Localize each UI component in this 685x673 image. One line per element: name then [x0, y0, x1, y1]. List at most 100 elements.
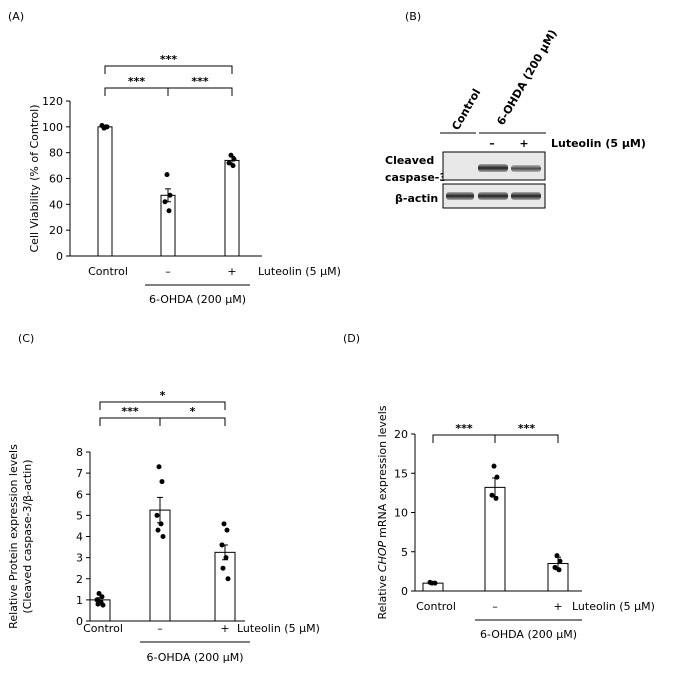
data-point: [99, 123, 105, 129]
data-point: [166, 208, 172, 214]
bar: [160, 194, 176, 257]
data-point: [160, 534, 166, 539]
data-point: [219, 542, 225, 548]
lane-label: 6-OHDA (200 μM): [494, 27, 559, 127]
y-axis-label: (Cleaved caspase-3/β-actin): [21, 459, 34, 613]
y-axis-label: Relative CHOP mRNA expression levels: [376, 405, 389, 619]
data-point: [427, 579, 433, 585]
data-point: [554, 553, 560, 559]
y-tick-label: 0: [56, 250, 63, 263]
data-point: [225, 576, 231, 582]
y-tick-label: 10: [394, 507, 408, 520]
minus: –: [489, 137, 495, 150]
y-tick-label: 40: [49, 198, 63, 211]
significance-bracket: [159, 417, 226, 426]
data-point: [162, 199, 168, 205]
bar: [149, 509, 171, 622]
data-point: [164, 172, 170, 178]
data-point: [231, 156, 237, 162]
data-point: [228, 152, 234, 158]
data-point: [491, 463, 497, 469]
y-tick-label: 1: [76, 594, 83, 607]
panel-b: (B) Control 6-OHDA (200 μM) – + Luteolin…: [385, 10, 646, 209]
y-tick-label: 5: [76, 509, 83, 522]
significance-bracket: [432, 434, 496, 443]
y-tick-label: 20: [394, 428, 408, 441]
data-point: [158, 521, 164, 527]
treatment-label: Luteolin (5 μM): [572, 600, 655, 613]
significance-label: *: [190, 405, 196, 418]
data-point: [94, 597, 100, 603]
treatment-label: Luteolin (5 μM): [258, 265, 341, 278]
bar: [224, 159, 240, 257]
x-tick-label: +: [220, 622, 229, 635]
y-tick-label: 0: [401, 585, 408, 598]
significance-label: ***: [518, 422, 536, 435]
data-point: [224, 527, 230, 533]
y-tick-label: 3: [76, 552, 83, 565]
data-point: [493, 495, 499, 501]
y-tick-label: 80: [49, 147, 63, 160]
x-tick-label: Control: [416, 600, 456, 613]
y-tick-label: 7: [76, 467, 83, 480]
significance-bracket: [99, 417, 161, 426]
significance-label: *: [160, 389, 166, 402]
significance-bracket: [494, 434, 559, 443]
significance-bracket: [104, 65, 233, 74]
data-point: [494, 474, 500, 480]
data-point: [155, 527, 161, 533]
data-point: [220, 565, 226, 571]
significance-label: ***: [160, 53, 178, 66]
data-point: [99, 594, 105, 600]
band: [511, 192, 541, 200]
panel-label: (A): [8, 10, 24, 23]
y-tick-label: 60: [49, 173, 63, 186]
treatment-label: Luteolin (5 μM): [237, 622, 320, 635]
y-axis-label-part: CHOP: [376, 540, 389, 572]
lane-label: Control: [449, 87, 483, 133]
x-tick-label: Control: [83, 622, 123, 635]
y-tick-label: 15: [394, 467, 408, 480]
y-tick-label: 4: [76, 531, 83, 544]
significance-label: ***: [121, 405, 139, 418]
data-point: [159, 479, 165, 485]
x-tick-label: Control: [88, 265, 128, 278]
significance-bracket: [104, 87, 169, 96]
x-tick-label: –: [157, 622, 163, 635]
row-label: caspase-3: [385, 171, 447, 184]
data-point: [226, 160, 232, 166]
x-tick-label: +: [227, 265, 236, 278]
significance-label: ***: [128, 75, 146, 88]
panel-label: (D): [343, 332, 360, 345]
group-label: 6-OHDA (200 μM): [480, 628, 577, 641]
data-point: [223, 555, 229, 561]
significance-bracket: [167, 87, 233, 96]
band: [446, 192, 474, 200]
data-point: [167, 192, 173, 198]
data-point: [100, 602, 106, 608]
significance-label: ***: [455, 422, 473, 435]
row-label: Cleaved: [385, 154, 434, 167]
x-tick-label: +: [553, 600, 562, 613]
y-axis-label: Relative Protein expression levels: [7, 444, 20, 629]
significance-label: ***: [191, 75, 209, 88]
data-point: [557, 558, 563, 564]
data-point: [552, 564, 558, 570]
bar: [214, 551, 236, 622]
y-axis-label-part: mRNA expression levels: [376, 405, 389, 538]
y-tick-label: 6: [76, 488, 83, 501]
data-point: [432, 580, 438, 586]
data-point: [96, 591, 102, 597]
band: [511, 165, 541, 172]
bar: [484, 486, 506, 592]
y-tick-label: 5: [401, 546, 408, 559]
x-tick-label: –: [492, 600, 498, 613]
y-tick-label: 20: [49, 224, 63, 237]
y-axis-label: Cell Viability (% of Control): [28, 104, 41, 252]
x-tick-label: –: [165, 265, 171, 278]
group-label: 6-OHDA (200 μM): [149, 293, 246, 306]
data-point: [156, 464, 162, 470]
data-point: [103, 124, 109, 130]
plus: +: [519, 137, 528, 150]
